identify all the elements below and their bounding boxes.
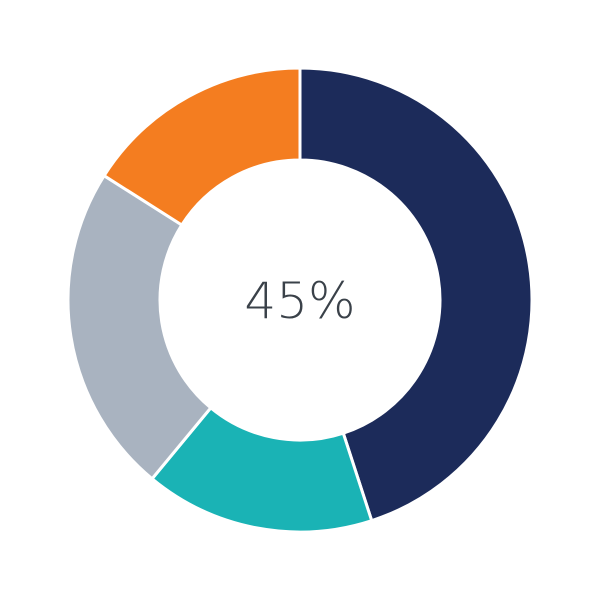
- donut-slice-4: [102, 66, 302, 228]
- donut-slice-1: [298, 66, 534, 523]
- donut-slice-3: [66, 173, 213, 481]
- slices: [66, 66, 534, 534]
- center-label: 45%: [244, 272, 355, 330]
